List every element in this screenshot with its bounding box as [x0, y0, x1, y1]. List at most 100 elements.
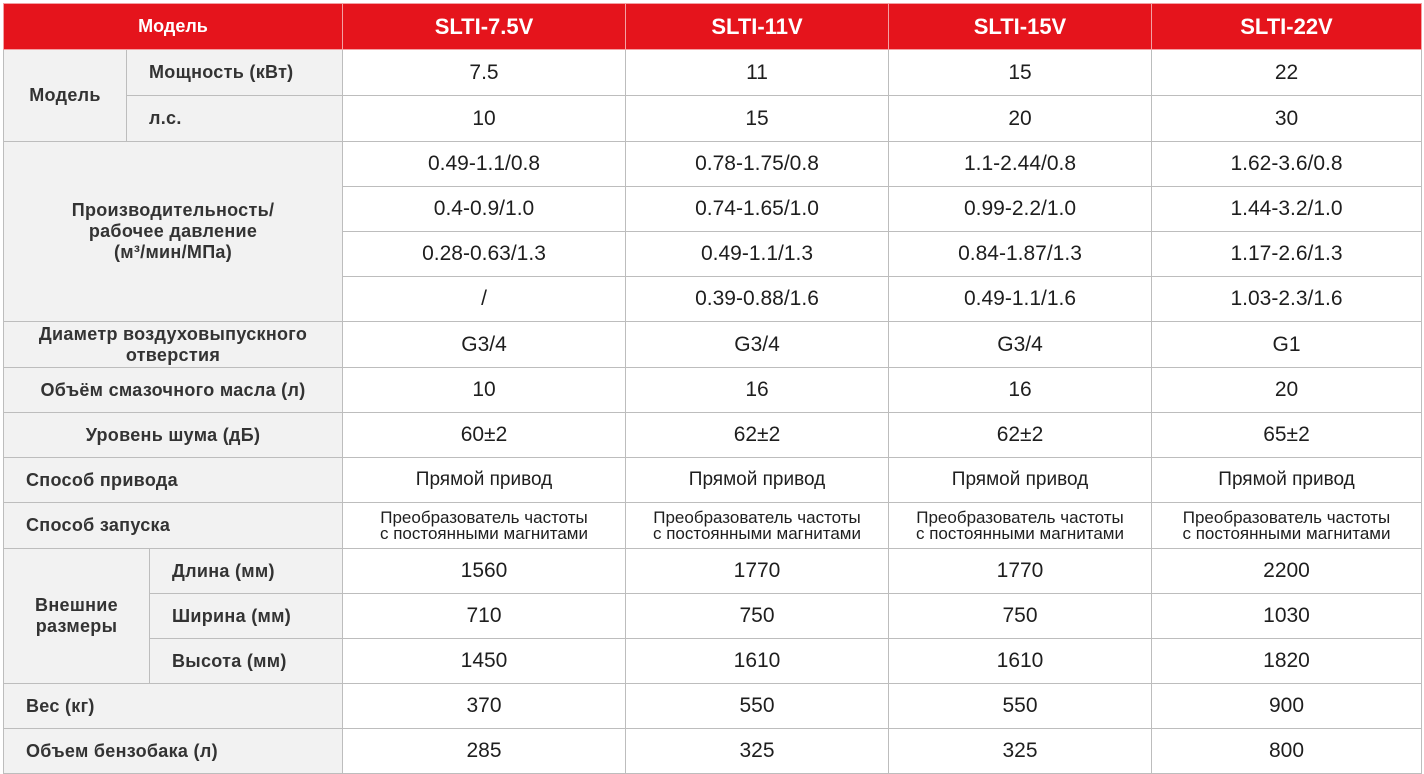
header-model-2: SLTI-11V [625, 3, 889, 50]
noise-value: 62±2 [625, 412, 889, 458]
hp-value: 10 [342, 95, 626, 142]
outlet-label-line1: Диаметр воздуховыпускного [38, 323, 308, 344]
width-value: 710 [342, 593, 626, 639]
table-row: / 0.39-0.88/1.6 0.49-1.1/1.6 1.03-2.3/1.… [4, 276, 1422, 322]
oil-value: 10 [342, 367, 626, 413]
start-value-line1: Преобразователь частоты [653, 507, 861, 527]
noise-value: 65±2 [1151, 412, 1422, 458]
weight-value: 550 [888, 683, 1152, 729]
drive-value: Прямой привод [888, 457, 1152, 503]
table-row: л.с. 10 15 20 30 [4, 95, 1422, 142]
width-value: 750 [625, 593, 889, 639]
power-value: 7.5 [342, 49, 626, 96]
noise-value: 60±2 [342, 412, 626, 458]
capacity-value: 0.49-1.1/0.8 [342, 141, 626, 187]
weight-value: 900 [1151, 683, 1422, 729]
hp-value: 20 [888, 95, 1152, 142]
table-row: Модель Мощность (кВт) 7.5 11 15 22 [3, 49, 1422, 142]
table-row: Ширина (мм) 710 750 750 1030 [4, 593, 1422, 639]
hp-value: 15 [625, 95, 889, 142]
capacity-value: 0.78-1.75/0.8 [625, 141, 889, 187]
capacity-value: 0.49-1.1/1.3 [625, 231, 889, 277]
header-row: Модель SLTI-7.5V SLTI-11V SLTI-15V SLTI-… [3, 3, 1422, 50]
dimensions-label: Внешние размеры [3, 548, 150, 684]
start-value-line2: с постоянными магнитами [1182, 523, 1391, 543]
oil-value: 16 [888, 367, 1152, 413]
height-value: 1450 [342, 638, 626, 684]
table-row: Высота (мм) 1450 1610 1610 1820 [4, 638, 1422, 684]
hp-label: л.с. [126, 95, 343, 142]
outlet-label-line2: отверстия [125, 344, 221, 365]
weight-value: 550 [625, 683, 889, 729]
outlet-value: G3/4 [625, 321, 889, 368]
table-row: Диаметр воздуховыпускного отверстия G3/4… [3, 321, 1422, 368]
capacity-value: 0.84-1.87/1.3 [888, 231, 1152, 277]
header-model-label: Модель [3, 3, 343, 50]
capacity-value: 1.1-2.44/0.8 [888, 141, 1152, 187]
length-value: 2200 [1151, 548, 1422, 594]
model-group-label: Модель [3, 49, 127, 142]
outlet-value: G3/4 [342, 321, 626, 368]
start-value: Преобразователь частоты с постоянными ма… [625, 502, 889, 549]
header-model-3: SLTI-15V [888, 3, 1152, 50]
table-row: Способ запуска Преобразователь частоты с… [3, 502, 1422, 549]
capacity-value: 1.44-3.2/1.0 [1151, 186, 1422, 232]
height-value: 1610 [888, 638, 1152, 684]
start-value-line2: с постоянными магнитами [915, 523, 1124, 543]
height-value: 1820 [1151, 638, 1422, 684]
tank-value: 325 [888, 728, 1152, 774]
capacity-label-line1: Производительность/ [71, 200, 275, 220]
start-value-line1: Преобразователь частоты [1182, 507, 1391, 527]
dimensions-label-line2: размеры [35, 616, 118, 636]
table-row: Объем бензобака (л) 285 325 325 800 [3, 728, 1422, 774]
weight-value: 370 [342, 683, 626, 729]
start-value: Преобразователь частоты с постоянными ма… [1151, 502, 1422, 549]
capacity-value: 0.28-0.63/1.3 [342, 231, 626, 277]
tank-value: 800 [1151, 728, 1422, 774]
tank-label: Объем бензобака (л) [3, 728, 343, 774]
hp-value: 30 [1151, 95, 1422, 142]
outlet-label: Диаметр воздуховыпускного отверстия [3, 321, 343, 368]
table-row: Объём смазочного масла (л) 10 16 16 20 [3, 367, 1422, 413]
height-value: 1610 [625, 638, 889, 684]
header-model-4: SLTI-22V [1151, 3, 1422, 50]
width-value: 1030 [1151, 593, 1422, 639]
oil-label: Объём смазочного масла (л) [3, 367, 343, 413]
start-value-line2: с постоянными магнитами [379, 523, 588, 543]
length-value: 1560 [342, 548, 626, 594]
capacity-value: 1.03-2.3/1.6 [1151, 276, 1422, 322]
outlet-value: G1 [1151, 321, 1422, 368]
start-value-line1: Преобразователь частоты [916, 507, 1124, 527]
capacity-label-line3: (м³/мин/МПа) [113, 242, 233, 262]
noise-value: 62±2 [888, 412, 1152, 458]
header-model-1: SLTI-7.5V [342, 3, 626, 50]
start-value-line1: Преобразователь частоты [380, 507, 588, 527]
table-row: Внешние размеры Длина (мм) 1560 1770 177… [3, 548, 1422, 684]
width-label: Ширина (мм) [149, 593, 343, 639]
power-value: 15 [888, 49, 1152, 96]
start-value: Преобразователь частоты с постоянными ма… [342, 502, 626, 549]
table-row: Вес (кг) 370 550 550 900 [3, 683, 1422, 729]
length-value: 1770 [888, 548, 1152, 594]
table-row: Уровень шума (дБ) 60±2 62±2 62±2 65±2 [3, 412, 1422, 458]
drive-label: Способ привода [3, 457, 343, 503]
oil-value: 20 [1151, 367, 1422, 413]
noise-label: Уровень шума (дБ) [3, 412, 343, 458]
table-row: Производительность/ рабочее давление (м³… [3, 141, 1422, 322]
spec-table: Модель SLTI-7.5V SLTI-11V SLTI-15V SLTI-… [3, 3, 1422, 774]
capacity-value: 0.39-0.88/1.6 [625, 276, 889, 322]
capacity-value: 0.4-0.9/1.0 [342, 186, 626, 232]
capacity-value: 1.62-3.6/0.8 [1151, 141, 1422, 187]
weight-label: Вес (кг) [3, 683, 343, 729]
power-value: 11 [625, 49, 889, 96]
outlet-value: G3/4 [888, 321, 1152, 368]
capacity-label-line2: рабочее давление [88, 221, 258, 241]
table-row: Способ привода Прямой привод Прямой прив… [3, 457, 1422, 503]
table-row: 0.4-0.9/1.0 0.74-1.65/1.0 0.99-2.2/1.0 1… [4, 186, 1422, 232]
height-label: Высота (мм) [149, 638, 343, 684]
dimensions-label-line1: Внешние [35, 595, 118, 615]
drive-value: Прямой привод [1151, 457, 1422, 503]
power-label: Мощность (кВт) [126, 49, 343, 96]
capacity-value: 0.99-2.2/1.0 [888, 186, 1152, 232]
capacity-label: Производительность/ рабочее давление (м³… [3, 141, 343, 322]
